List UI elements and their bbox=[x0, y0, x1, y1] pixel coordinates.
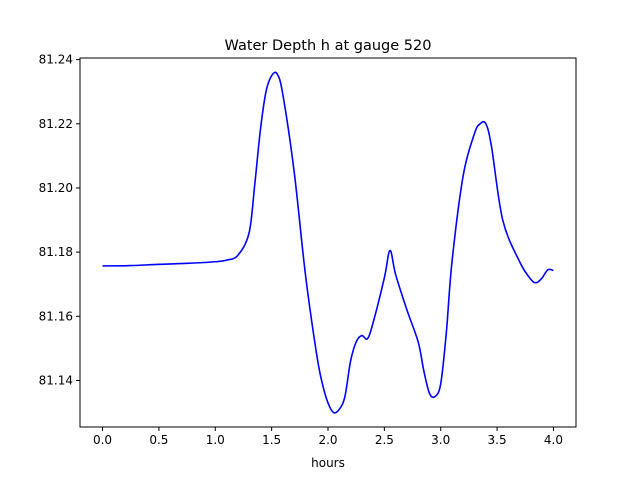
chart-title: Water Depth h at gauge 520 bbox=[225, 38, 432, 54]
x-tick-label: 2.0 bbox=[318, 433, 337, 447]
y-tick-label: 81.20 bbox=[39, 181, 73, 195]
x-tick-label: 1.0 bbox=[206, 433, 225, 447]
x-tick-label: 0.5 bbox=[149, 433, 168, 447]
axes-frame bbox=[79, 57, 577, 428]
x-tick-label: 0.0 bbox=[93, 433, 112, 447]
plot-area bbox=[102, 71, 554, 414]
x-tick-label: 1.5 bbox=[262, 433, 281, 447]
x-tick-label: 3.0 bbox=[431, 433, 450, 447]
x-tick-label: 2.5 bbox=[375, 433, 394, 447]
y-tick-label: 81.14 bbox=[39, 373, 73, 387]
x-tick-label: 4.0 bbox=[544, 433, 563, 447]
x-axis-label: hours bbox=[311, 456, 345, 470]
x-axis: 0.0 0.5 1.0 1.5 2.0 2.5 3.0 3.5 4.0 bbox=[93, 427, 563, 447]
y-axis: 81.14 81.16 81.18 81.20 81.22 81.24 bbox=[39, 53, 80, 387]
y-tick-label: 81.16 bbox=[39, 309, 73, 323]
y-tick-label: 81.18 bbox=[39, 245, 73, 259]
y-tick-label: 81.24 bbox=[39, 53, 73, 67]
series-line bbox=[102, 71, 554, 414]
y-tick-label: 81.22 bbox=[39, 117, 73, 131]
x-tick-label: 3.5 bbox=[488, 433, 507, 447]
